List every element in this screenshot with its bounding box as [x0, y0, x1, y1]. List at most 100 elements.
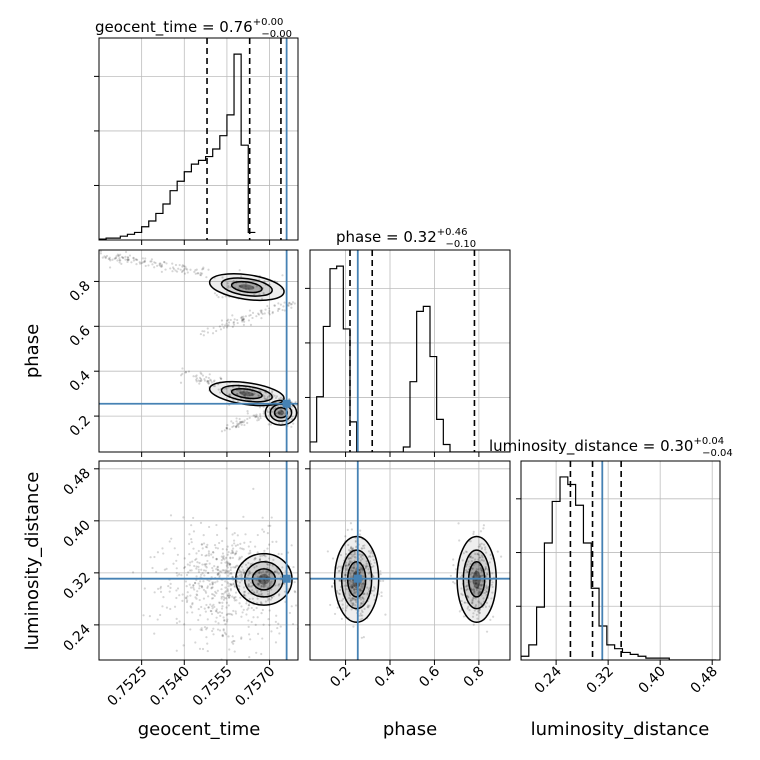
ylabel-luminosity-distance: luminosity_distance	[22, 472, 43, 651]
scatter-geocent-time-vs-luminosity-distance-point	[226, 566, 229, 569]
scatter-geocent-time-vs-luminosity-distance-point	[252, 487, 255, 490]
scatter-phase-vs-luminosity-distance-point	[339, 579, 342, 582]
scatter-geocent-time-vs-phase-point	[237, 389, 240, 392]
scatter-geocent-time-vs-luminosity-distance-point	[240, 574, 244, 577]
scatter-geocent-time-vs-luminosity-distance-point	[195, 575, 198, 578]
scatter-phase-vs-luminosity-distance-point	[473, 590, 476, 593]
scatter-phase-vs-luminosity-distance-point	[485, 586, 488, 589]
scatter-geocent-time-vs-luminosity-distance-point	[224, 569, 227, 572]
scatter-geocent-time-vs-luminosity-distance-point	[233, 639, 236, 643]
scatter-geocent-time-vs-luminosity-distance-point	[222, 595, 225, 598]
scatter-geocent-time-vs-luminosity-distance-point	[272, 558, 275, 561]
scatter-geocent-time-vs-luminosity-distance-point	[156, 618, 159, 621]
scatter-geocent-time-vs-phase-point	[223, 429, 226, 432]
scatter-geocent-time-vs-phase-point	[230, 420, 233, 423]
scatter-geocent-time-vs-phase-point	[277, 422, 281, 425]
scatter-geocent-time-vs-phase-point	[288, 397, 291, 401]
scatter-phase-vs-luminosity-distance-point	[352, 566, 356, 570]
scatter-geocent-time-vs-luminosity-distance-point	[216, 565, 220, 568]
hist-geocent-time-bin	[234, 54, 241, 240]
scatter-phase-vs-luminosity-distance-point	[480, 570, 483, 573]
scatter-phase-vs-luminosity-distance-point	[485, 572, 488, 576]
scatter-geocent-time-vs-phase-point	[196, 272, 199, 275]
scatter-geocent-time-vs-phase-point	[236, 321, 239, 325]
scatter-geocent-time-vs-phase-point	[266, 397, 269, 400]
scatter-phase-vs-luminosity-distance-point	[353, 584, 356, 587]
scatter-geocent-time-vs-phase-point	[232, 320, 235, 324]
scatter-phase-vs-luminosity-distance-point	[449, 574, 452, 577]
scatter-phase-vs-luminosity-distance-point	[361, 557, 364, 561]
scatter-phase-vs-luminosity-distance-point	[480, 584, 483, 587]
scatter-geocent-time-vs-phase-point	[235, 425, 238, 428]
scatter-phase-vs-luminosity-distance-frame	[309, 460, 511, 661]
scatter-phase-vs-luminosity-distance-point	[480, 546, 484, 549]
scatter-geocent-time-vs-luminosity-distance-point	[203, 574, 206, 577]
scatter-phase-vs-luminosity-distance-point	[478, 611, 481, 614]
scatter-geocent-time-vs-luminosity-distance-point	[277, 622, 280, 625]
scatter-geocent-time-vs-luminosity-distance-point	[247, 545, 250, 548]
scatter-geocent-time-vs-phase-point	[151, 263, 154, 266]
scatter-geocent-time-vs-luminosity-distance-point	[270, 580, 273, 583]
scatter-phase-vs-luminosity-distance-point	[464, 601, 467, 604]
scatter-geocent-time-vs-luminosity-distance-point	[260, 585, 263, 588]
scatter-geocent-time-vs-luminosity-distance-point	[192, 583, 195, 587]
scatter-geocent-time-vs-luminosity-distance-frame	[98, 460, 299, 661]
scatter-geocent-time-vs-luminosity-distance-point	[252, 608, 255, 612]
scatter-geocent-time-vs-luminosity-distance-point	[200, 673, 202, 675]
scatter-phase-vs-luminosity-distance-point	[476, 586, 479, 589]
scatter-phase-vs-luminosity-distance-point	[468, 608, 471, 612]
scatter-geocent-time-vs-luminosity-distance-point	[255, 565, 258, 568]
scatter-phase-vs-luminosity-distance-point	[488, 605, 491, 608]
scatter-geocent-time-vs-phase-point	[209, 379, 213, 382]
scatter-geocent-time-vs-luminosity-distance-point	[265, 570, 268, 573]
scatter-phase-vs-luminosity-distance-point	[338, 592, 341, 596]
scatter-geocent-time-vs-luminosity-distance-point	[269, 524, 272, 527]
scatter-phase-vs-luminosity-distance-point	[359, 589, 362, 592]
scatter-geocent-time-vs-luminosity-distance-point	[197, 607, 200, 611]
scatter-phase-vs-luminosity-distance-point	[478, 590, 481, 593]
scatter-geocent-time-vs-luminosity-distance-point	[200, 573, 203, 576]
scatter-phase-vs-luminosity-distance-point	[329, 603, 332, 607]
scatter-geocent-time-vs-luminosity-distance-point	[271, 564, 274, 567]
scatter-geocent-time-vs-phase-point	[130, 261, 133, 264]
scatter-geocent-time-vs-luminosity-distance-point	[197, 570, 201, 574]
scatter-geocent-time-vs-luminosity-distance-point	[217, 572, 220, 575]
scatter-geocent-time-vs-luminosity-distance-point	[196, 594, 199, 597]
scatter-geocent-time-vs-luminosity-distance-point	[232, 640, 235, 643]
scatter-geocent-time-vs-luminosity-distance-point	[198, 561, 201, 565]
scatter-phase-vs-luminosity-distance-point	[344, 535, 347, 538]
scatter-geocent-time-vs-phase-point	[220, 319, 224, 322]
scatter-geocent-time-vs-luminosity-distance-point	[276, 568, 279, 571]
scatter-geocent-time-vs-luminosity-distance-point	[216, 580, 219, 583]
scatter-phase-vs-luminosity-distance-point	[455, 568, 458, 571]
scatter-geocent-time-vs-luminosity-distance-point	[233, 542, 236, 545]
scatter-geocent-time-vs-luminosity-distance-point	[187, 571, 190, 574]
hist-geocent-time-bin	[220, 136, 227, 240]
scatter-geocent-time-vs-luminosity-distance-point	[240, 570, 243, 573]
scatter-phase-vs-luminosity-distance-point	[472, 575, 475, 578]
scatter-geocent-time-vs-phase-point	[175, 270, 179, 273]
scatter-phase-vs-luminosity-distance-point	[360, 589, 363, 592]
scatter-phase-vs-luminosity-distance-point	[457, 522, 460, 525]
scatter-geocent-time-vs-luminosity-distance-point	[155, 570, 158, 573]
scatter-phase-vs-luminosity-distance-point	[335, 589, 339, 593]
scatter-geocent-time-vs-phase-point	[260, 297, 264, 300]
scatter-geocent-time-vs-luminosity-distance-point	[206, 585, 209, 588]
scatter-phase-vs-luminosity-distance-point	[340, 599, 344, 602]
ytick-label-luminosity-distance: 0.32	[60, 569, 93, 602]
scatter-geocent-time-vs-luminosity-distance-point	[185, 573, 189, 577]
scatter-geocent-time-vs-luminosity-distance-point	[242, 570, 246, 573]
scatter-geocent-time-vs-luminosity-distance-point	[231, 550, 234, 553]
scatter-phase-vs-luminosity-distance-point	[359, 587, 362, 590]
scatter-geocent-time-vs-phase-point	[268, 394, 271, 397]
scatter-geocent-time-vs-luminosity-distance-point	[188, 564, 191, 567]
scatter-geocent-time-vs-phase-point	[257, 416, 260, 420]
scatter-geocent-time-vs-phase-point	[262, 291, 265, 295]
hist-luminosity-distance-grid	[521, 461, 720, 660]
scatter-geocent-time-vs-luminosity-distance-point	[259, 554, 262, 558]
scatter-geocent-time-vs-phase-point	[287, 303, 290, 306]
scatter-phase-vs-luminosity-distance-point	[365, 562, 368, 565]
scatter-geocent-time-vs-phase-point	[283, 301, 286, 304]
scatter-phase-vs-luminosity-distance-point	[484, 546, 487, 549]
scatter-geocent-time-vs-luminosity-distance-point	[234, 612, 238, 615]
